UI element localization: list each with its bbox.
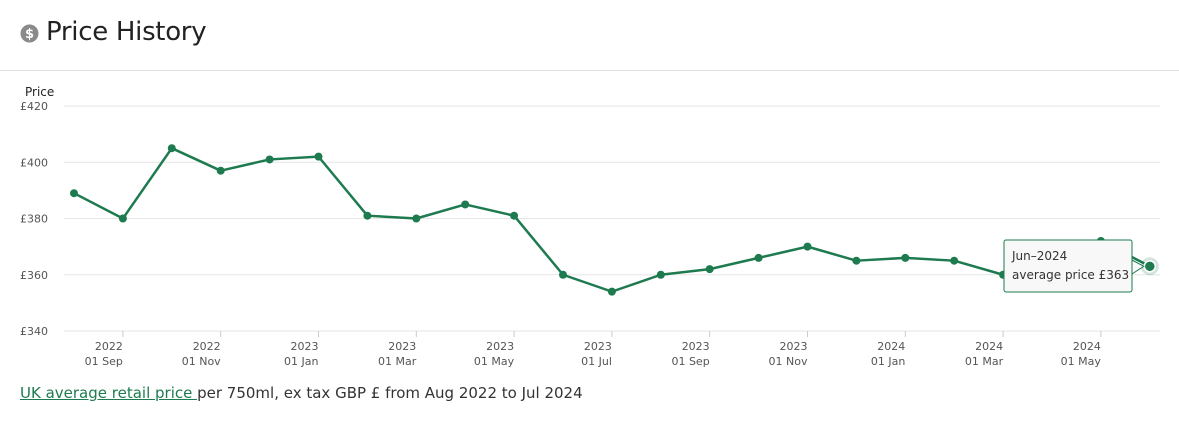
dollar-circle-icon: $ — [20, 24, 39, 43]
data-point[interactable] — [510, 211, 519, 220]
y-tick-label: £380 — [20, 213, 48, 226]
x-tick-date: 01 Sep — [85, 355, 123, 368]
data-point[interactable] — [950, 256, 959, 265]
x-tick-year: 2022 — [95, 340, 123, 353]
x-tick-date: 01 Jan — [871, 355, 905, 368]
data-point[interactable] — [363, 211, 372, 220]
y-tick-label: £340 — [20, 325, 48, 338]
data-point[interactable] — [852, 256, 861, 265]
x-tick-date: 01 Mar — [965, 355, 1004, 368]
data-point[interactable] — [412, 214, 421, 223]
data-point[interactable] — [901, 253, 910, 262]
data-point[interactable] — [754, 253, 763, 262]
x-tick-year: 2023 — [291, 340, 319, 353]
tooltip-value: average price £363 — [1012, 268, 1129, 282]
x-tick-year: 2023 — [388, 340, 416, 353]
header: $ Price History — [0, 0, 1179, 71]
uk-average-retail-price-link[interactable]: UK average retail price — [20, 384, 198, 402]
data-point[interactable] — [70, 189, 78, 198]
chart-caption: UK average retail price per 750ml, ex ta… — [20, 384, 583, 402]
x-tick-date: 01 Jul — [581, 355, 612, 368]
data-point[interactable] — [803, 242, 812, 251]
x-tick-date: 01 Sep — [671, 355, 709, 368]
tooltip-title: Jun–2024 — [1011, 249, 1067, 263]
x-tick-date: 01 May — [1061, 355, 1102, 368]
x-tick-date: 01 Nov — [769, 355, 808, 368]
data-point[interactable] — [607, 287, 616, 296]
data-point[interactable] — [167, 144, 176, 153]
x-tick-year: 2024 — [975, 340, 1003, 353]
data-point[interactable] — [216, 166, 225, 175]
x-tick-year: 2023 — [780, 340, 808, 353]
x-tick-year: 2023 — [486, 340, 514, 353]
highlighted-data-point[interactable] — [1143, 260, 1157, 273]
data-point[interactable] — [656, 270, 665, 279]
x-tick-date: 01 Mar — [378, 355, 417, 368]
y-tick-label: £420 — [20, 100, 48, 113]
x-tick-date: 01 Nov — [182, 355, 221, 368]
page-title: Price History — [46, 17, 207, 47]
data-point[interactable] — [314, 152, 323, 161]
data-point[interactable] — [705, 265, 714, 274]
y-tick-label: £400 — [20, 156, 48, 169]
svg-text:$: $ — [25, 27, 34, 42]
x-tick-year: 2024 — [1073, 340, 1101, 353]
data-point[interactable] — [118, 214, 127, 223]
data-point[interactable] — [265, 155, 274, 164]
data-point[interactable] — [461, 200, 470, 209]
tooltip-box — [1003, 239, 1133, 293]
x-tick-date: 01 Jan — [284, 355, 318, 368]
x-tick-year: 2024 — [877, 340, 905, 353]
price-series-line — [73, 146, 1151, 293]
x-tick-date: 01 May — [474, 355, 515, 368]
caption-text: per 750ml, ex tax GBP £ from Aug 2022 to… — [197, 384, 583, 402]
y-tick-label: £360 — [20, 269, 48, 282]
x-tick-year: 2022 — [193, 340, 221, 353]
x-tick-year: 2023 — [682, 340, 710, 353]
price-history-chart[interactable]: Price £340 £360 £380 £400 £420 2022 01 Sep 2022 0… — [0, 72, 1179, 376]
data-point[interactable] — [559, 270, 567, 279]
x-tick-year: 2023 — [584, 340, 612, 353]
y-axis-label: Price — [25, 85, 54, 99]
